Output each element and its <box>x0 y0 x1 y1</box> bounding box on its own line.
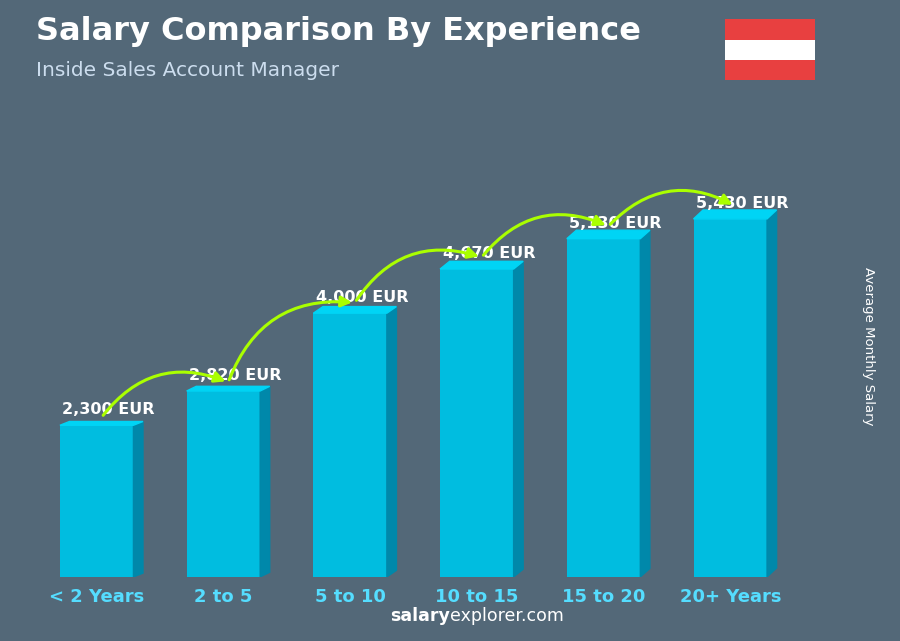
Bar <box>60 425 133 577</box>
Polygon shape <box>387 306 396 577</box>
Polygon shape <box>260 387 270 577</box>
Bar <box>440 269 514 577</box>
Text: 4,000 EUR: 4,000 EUR <box>316 290 409 305</box>
Text: 5,130 EUR: 5,130 EUR <box>570 216 662 231</box>
Text: salary: salary <box>390 607 450 625</box>
Text: Salary Comparison By Experience: Salary Comparison By Experience <box>36 16 641 47</box>
Polygon shape <box>694 210 777 219</box>
Text: Inside Sales Account Manager: Inside Sales Account Manager <box>36 61 339 80</box>
Bar <box>694 219 767 577</box>
Polygon shape <box>640 230 650 577</box>
Bar <box>567 238 640 577</box>
Text: 5,430 EUR: 5,430 EUR <box>696 196 788 211</box>
Bar <box>186 391 260 577</box>
Polygon shape <box>186 387 270 391</box>
Text: Average Monthly Salary: Average Monthly Salary <box>862 267 875 426</box>
Text: 4,670 EUR: 4,670 EUR <box>443 246 536 261</box>
Bar <box>724 40 814 60</box>
Text: 2,820 EUR: 2,820 EUR <box>189 368 282 383</box>
Bar <box>313 313 387 577</box>
Polygon shape <box>313 306 396 313</box>
Polygon shape <box>767 210 777 577</box>
Text: 2,300 EUR: 2,300 EUR <box>62 403 155 417</box>
Bar <box>724 19 814 40</box>
Polygon shape <box>440 262 523 269</box>
Polygon shape <box>567 230 650 238</box>
Polygon shape <box>133 422 143 577</box>
Polygon shape <box>60 422 143 425</box>
Text: explorer.com: explorer.com <box>450 607 564 625</box>
Polygon shape <box>514 262 523 577</box>
Bar <box>724 60 814 80</box>
